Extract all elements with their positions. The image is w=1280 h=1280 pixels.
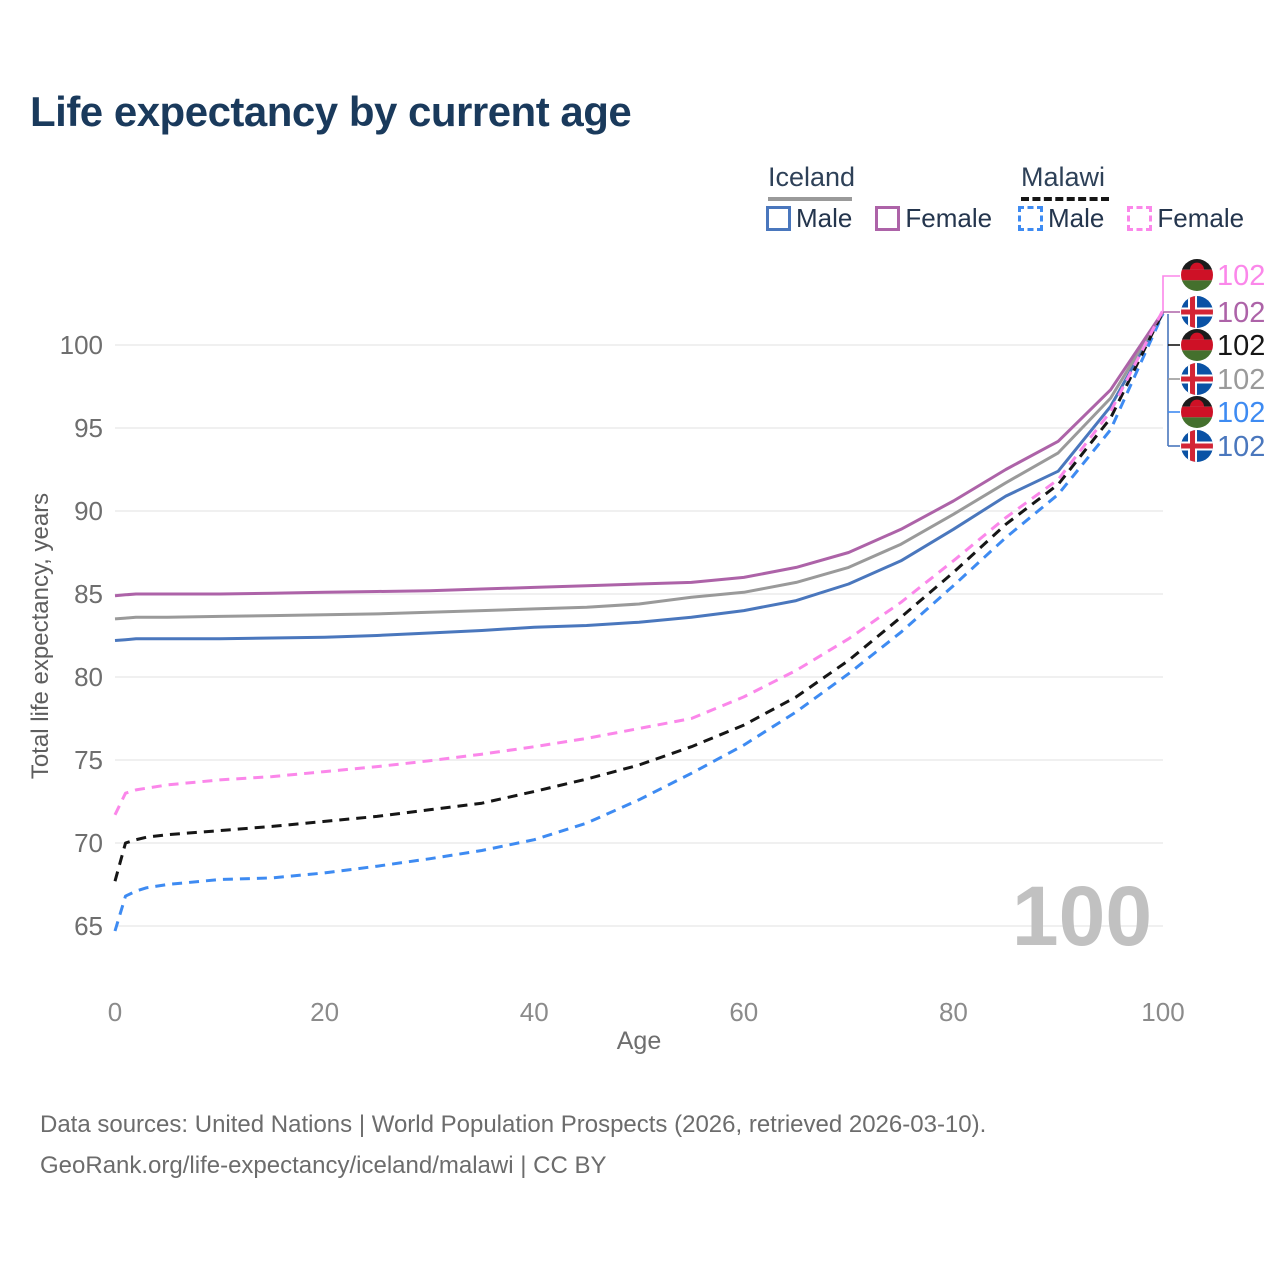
iceland-flag-icon [1181, 296, 1213, 328]
svg-text:95: 95 [74, 413, 103, 443]
svg-text:60: 60 [729, 997, 758, 1027]
line-iceland-female [114, 310, 1165, 598]
footer: Data sources: United Nations | World Pop… [40, 1104, 986, 1186]
end-value: 102 [1217, 364, 1265, 396]
malawi-flag-icon [1181, 329, 1213, 361]
malawi-flag-icon [1181, 259, 1213, 291]
end-value: 102 [1217, 260, 1265, 292]
end-value: 102 [1217, 397, 1265, 429]
svg-text:80: 80 [74, 662, 103, 692]
end-label-iceland-total: 102 [1181, 363, 1265, 396]
legend-country-iceland: Iceland [768, 162, 856, 192]
legend-label: Male [796, 203, 853, 233]
svg-text:0: 0 [108, 997, 122, 1027]
svg-text:20: 20 [310, 997, 339, 1027]
legend-group-malawi[interactable]: Malawi [1021, 162, 1109, 201]
legend-group-iceland[interactable]: Iceland [768, 162, 855, 201]
y-gridlines [115, 344, 1163, 927]
y-tick-labels: 65 70 75 80 85 90 95 100 [60, 330, 103, 941]
svg-text:90: 90 [74, 496, 103, 526]
age-watermark: 100 [1012, 869, 1152, 963]
legend-label: Male [1048, 203, 1105, 233]
end-label-iceland-male: 102 [1181, 430, 1265, 463]
series-lines [113, 309, 1165, 932]
svg-text:75: 75 [74, 745, 103, 775]
iceland-line-style-sample [768, 197, 852, 201]
legend-item-malawi-female[interactable]: Female [1127, 203, 1244, 234]
line-iceland-total [114, 311, 1165, 621]
svg-text:65: 65 [74, 911, 103, 941]
end-value: 102 [1217, 297, 1265, 329]
line-iceland-male [114, 312, 1165, 642]
svg-text:85: 85 [74, 579, 103, 609]
malawi-line-style-sample [1021, 197, 1109, 201]
iceland-female-swatch-icon [875, 206, 901, 231]
end-value: 102 [1217, 330, 1265, 362]
x-axis-label: Age [617, 1027, 661, 1055]
end-label-malawi-male: 102 [1181, 396, 1265, 429]
legend-row-iceland: Male Female [766, 203, 992, 234]
line-malawi-male [113, 312, 1165, 932]
line-malawi-female [113, 309, 1165, 816]
legend-item-iceland-male[interactable]: Male [766, 203, 852, 234]
malawi-female-swatch-icon [1127, 206, 1153, 231]
end-label-malawi-female: 102 [1181, 259, 1265, 292]
source-url-text[interactable]: GeoRank.org/life-expectancy/iceland/mala… [40, 1152, 607, 1179]
page-title: Life expectancy by current age [30, 88, 632, 135]
data-sources-text: Data sources: United Nations | World Pop… [40, 1111, 987, 1138]
end-label-iceland-female: 102 [1181, 296, 1265, 329]
legend-label: Female [1157, 203, 1245, 233]
x-tick-labels: 0 20 40 60 80 100 [108, 997, 1185, 1027]
svg-text:40: 40 [520, 997, 549, 1027]
legend-row-malawi: Male Female [1018, 203, 1244, 234]
y-axis-label: Total life expectancy, years [27, 493, 54, 779]
end-label-malawi-total: 102 [1181, 329, 1265, 362]
malawi-male-swatch-icon [1018, 206, 1043, 231]
malawi-flag-icon [1181, 396, 1213, 428]
svg-text:100: 100 [60, 330, 103, 360]
line-malawi-total [113, 311, 1165, 882]
end-value: 102 [1217, 431, 1265, 463]
svg-text:80: 80 [939, 997, 968, 1027]
legend-country-malawi: Malawi [1021, 162, 1106, 192]
legend-item-malawi-male[interactable]: Male [1018, 203, 1104, 234]
legend-item-iceland-female[interactable]: Female [875, 203, 992, 234]
iceland-flag-icon [1181, 430, 1213, 462]
svg-text:100: 100 [1141, 997, 1184, 1027]
svg-text:70: 70 [74, 828, 103, 858]
legend-label: Female [905, 203, 993, 233]
iceland-male-swatch-icon [766, 206, 791, 231]
end-label-leaders [1162, 275, 1180, 447]
iceland-flag-icon [1181, 363, 1213, 395]
